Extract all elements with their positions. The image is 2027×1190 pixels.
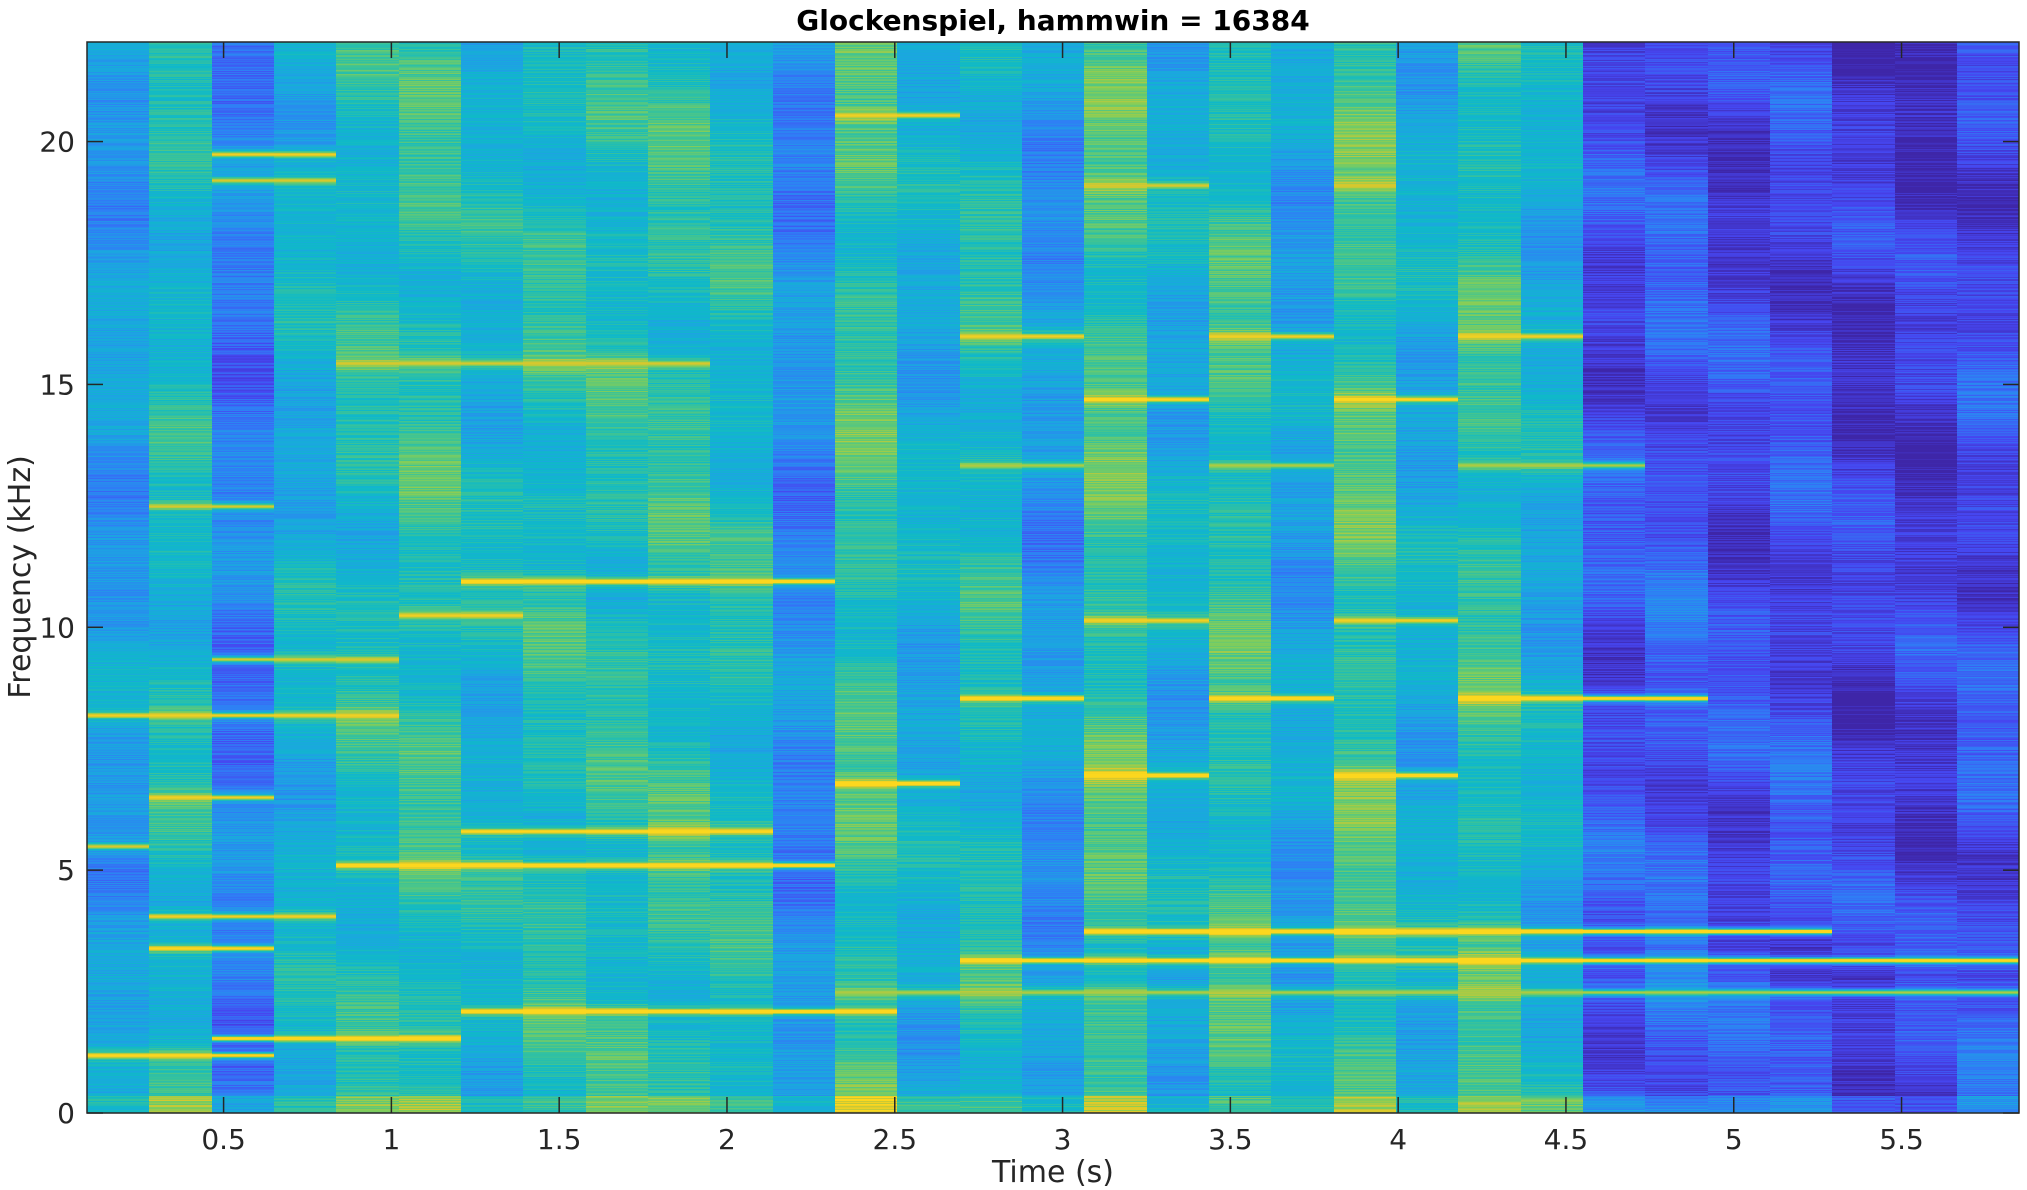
chart-title: Glockenspiel, hammwin = 16384 [796, 4, 1309, 37]
x-tick-label: 5.5 [1879, 1123, 1924, 1156]
x-axis-ticks: 0.5 1 1.5 2 2.5 3 3.5 4 4.5 5 5.5 [201, 42, 1924, 1156]
x-tick-label: 3.5 [1208, 1123, 1253, 1156]
y-tick-label: 0 [57, 1097, 75, 1130]
x-tick-label: 4 [1389, 1123, 1407, 1156]
x-tick-label: 2.5 [873, 1123, 918, 1156]
spectrogram-image [87, 42, 2019, 1113]
x-tick-label: 5 [1725, 1123, 1743, 1156]
y-tick-label: 15 [39, 368, 75, 401]
x-tick-label: 0.5 [201, 1123, 246, 1156]
y-axis-ticks: 0 5 10 15 20 [39, 126, 2019, 1130]
x-tick-label: 2 [718, 1123, 736, 1156]
y-tick-label: 20 [39, 126, 75, 159]
x-tick-label: 3 [1054, 1123, 1072, 1156]
x-tick-label: 4.5 [1544, 1123, 1589, 1156]
x-tick-label: 1.5 [537, 1123, 582, 1156]
plot-box [86, 41, 2020, 1114]
y-axis-label: Frequency (kHz) [3, 455, 38, 699]
x-tick-label: 1 [382, 1123, 400, 1156]
x-axis-label: Time (s) [991, 1155, 1114, 1190]
y-tick-label: 5 [57, 854, 75, 887]
y-tick-label: 10 [39, 611, 75, 644]
